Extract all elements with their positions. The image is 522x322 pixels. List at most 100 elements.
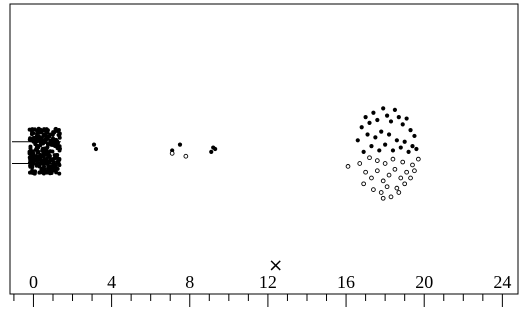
cluster-point [31, 131, 36, 136]
open-point [374, 158, 380, 163]
filled-point [91, 142, 97, 147]
cluster-point [54, 170, 59, 175]
cluster-point [41, 154, 46, 159]
filled-point [383, 142, 388, 147]
cluster-point [52, 156, 57, 161]
open-point [402, 181, 408, 187]
x-tick-label: 8 [185, 272, 194, 292]
filled-point [381, 106, 386, 111]
filled-point [398, 145, 403, 150]
cluster-point [36, 126, 41, 131]
cluster-point [43, 151, 48, 156]
cluster-point [50, 149, 55, 154]
filled-point [359, 125, 364, 130]
cluster-point [53, 167, 58, 172]
cluster-point [34, 163, 39, 168]
filled-point [408, 128, 413, 133]
open-point [396, 190, 402, 195]
cluster-point [30, 149, 35, 154]
cluster-point [31, 157, 36, 162]
open-point [416, 156, 421, 162]
x-tick-label: 16 [337, 272, 355, 292]
cluster-point [51, 162, 56, 167]
cluster-point [57, 144, 62, 149]
cluster-point [27, 170, 32, 175]
cluster-point [28, 146, 33, 151]
cluster-point [41, 171, 46, 176]
x-tick-label: 24 [493, 272, 511, 292]
filled-point [375, 117, 380, 123]
cluster-point [52, 137, 57, 142]
filled-point [379, 129, 384, 134]
x-tick-label: 12 [259, 272, 277, 292]
open-point [384, 184, 390, 190]
open-point [361, 181, 366, 187]
cluster-point [54, 153, 59, 158]
cross-marker: × [268, 255, 283, 276]
filled-point [402, 139, 407, 144]
cluster-point [49, 170, 54, 175]
filled-point [93, 146, 99, 152]
filled-point [394, 138, 399, 143]
cluster-point [28, 163, 33, 168]
cluster-point [35, 150, 40, 155]
cluster-point [34, 146, 39, 151]
cluster-point [31, 171, 36, 176]
open-point [398, 175, 404, 181]
filled-point [369, 144, 374, 149]
open-point [378, 190, 384, 195]
cluster-point [38, 143, 43, 148]
filled-point [384, 113, 390, 118]
open-point [392, 166, 398, 172]
cluster-point [48, 158, 53, 163]
open-point [367, 155, 372, 161]
filled-point [406, 149, 411, 154]
filled-point [363, 115, 368, 120]
cluster-point [39, 136, 44, 141]
filled-point [386, 132, 392, 137]
filled-point [396, 115, 401, 120]
cluster-point [57, 131, 62, 136]
open-point [412, 168, 417, 174]
open-point [169, 151, 175, 156]
cluster-point [57, 135, 62, 140]
open-point [388, 194, 394, 200]
cluster-point [42, 167, 47, 172]
open-point [390, 156, 396, 162]
filled-point [367, 120, 372, 125]
data-points [91, 106, 421, 201]
open-point [410, 162, 415, 168]
open-point [369, 175, 374, 181]
cluster-point [32, 135, 37, 140]
cluster-point [41, 146, 46, 151]
open-point [380, 195, 386, 201]
cluster-point [45, 141, 50, 146]
open-point [394, 185, 400, 191]
filled-point [410, 144, 415, 149]
filled-point [414, 146, 419, 152]
x-axis-ticks [13, 294, 503, 307]
filled-point [412, 133, 417, 139]
filled-point [392, 107, 398, 112]
filled-point [388, 119, 394, 124]
x-axis-tick-labels: 0 4 8 12 16 20 24 [29, 272, 511, 292]
cluster-point [53, 127, 58, 132]
cluster-point [47, 153, 52, 158]
plot-frame [9, 3, 519, 295]
open-point [380, 178, 386, 184]
filled-point [371, 110, 376, 115]
filled-point [365, 132, 370, 137]
dense-cluster [12, 126, 62, 176]
cluster-point [46, 166, 51, 171]
cluster-point [45, 145, 50, 150]
open-point [404, 169, 409, 175]
x-tick-label: 4 [107, 272, 116, 292]
cluster-point [28, 136, 33, 141]
cluster-point [27, 127, 32, 132]
filled-point [361, 149, 366, 154]
cluster-point [50, 132, 55, 137]
open-point [363, 169, 368, 175]
filled-point [404, 116, 409, 121]
open-point [400, 159, 406, 165]
cluster-point [57, 171, 62, 176]
